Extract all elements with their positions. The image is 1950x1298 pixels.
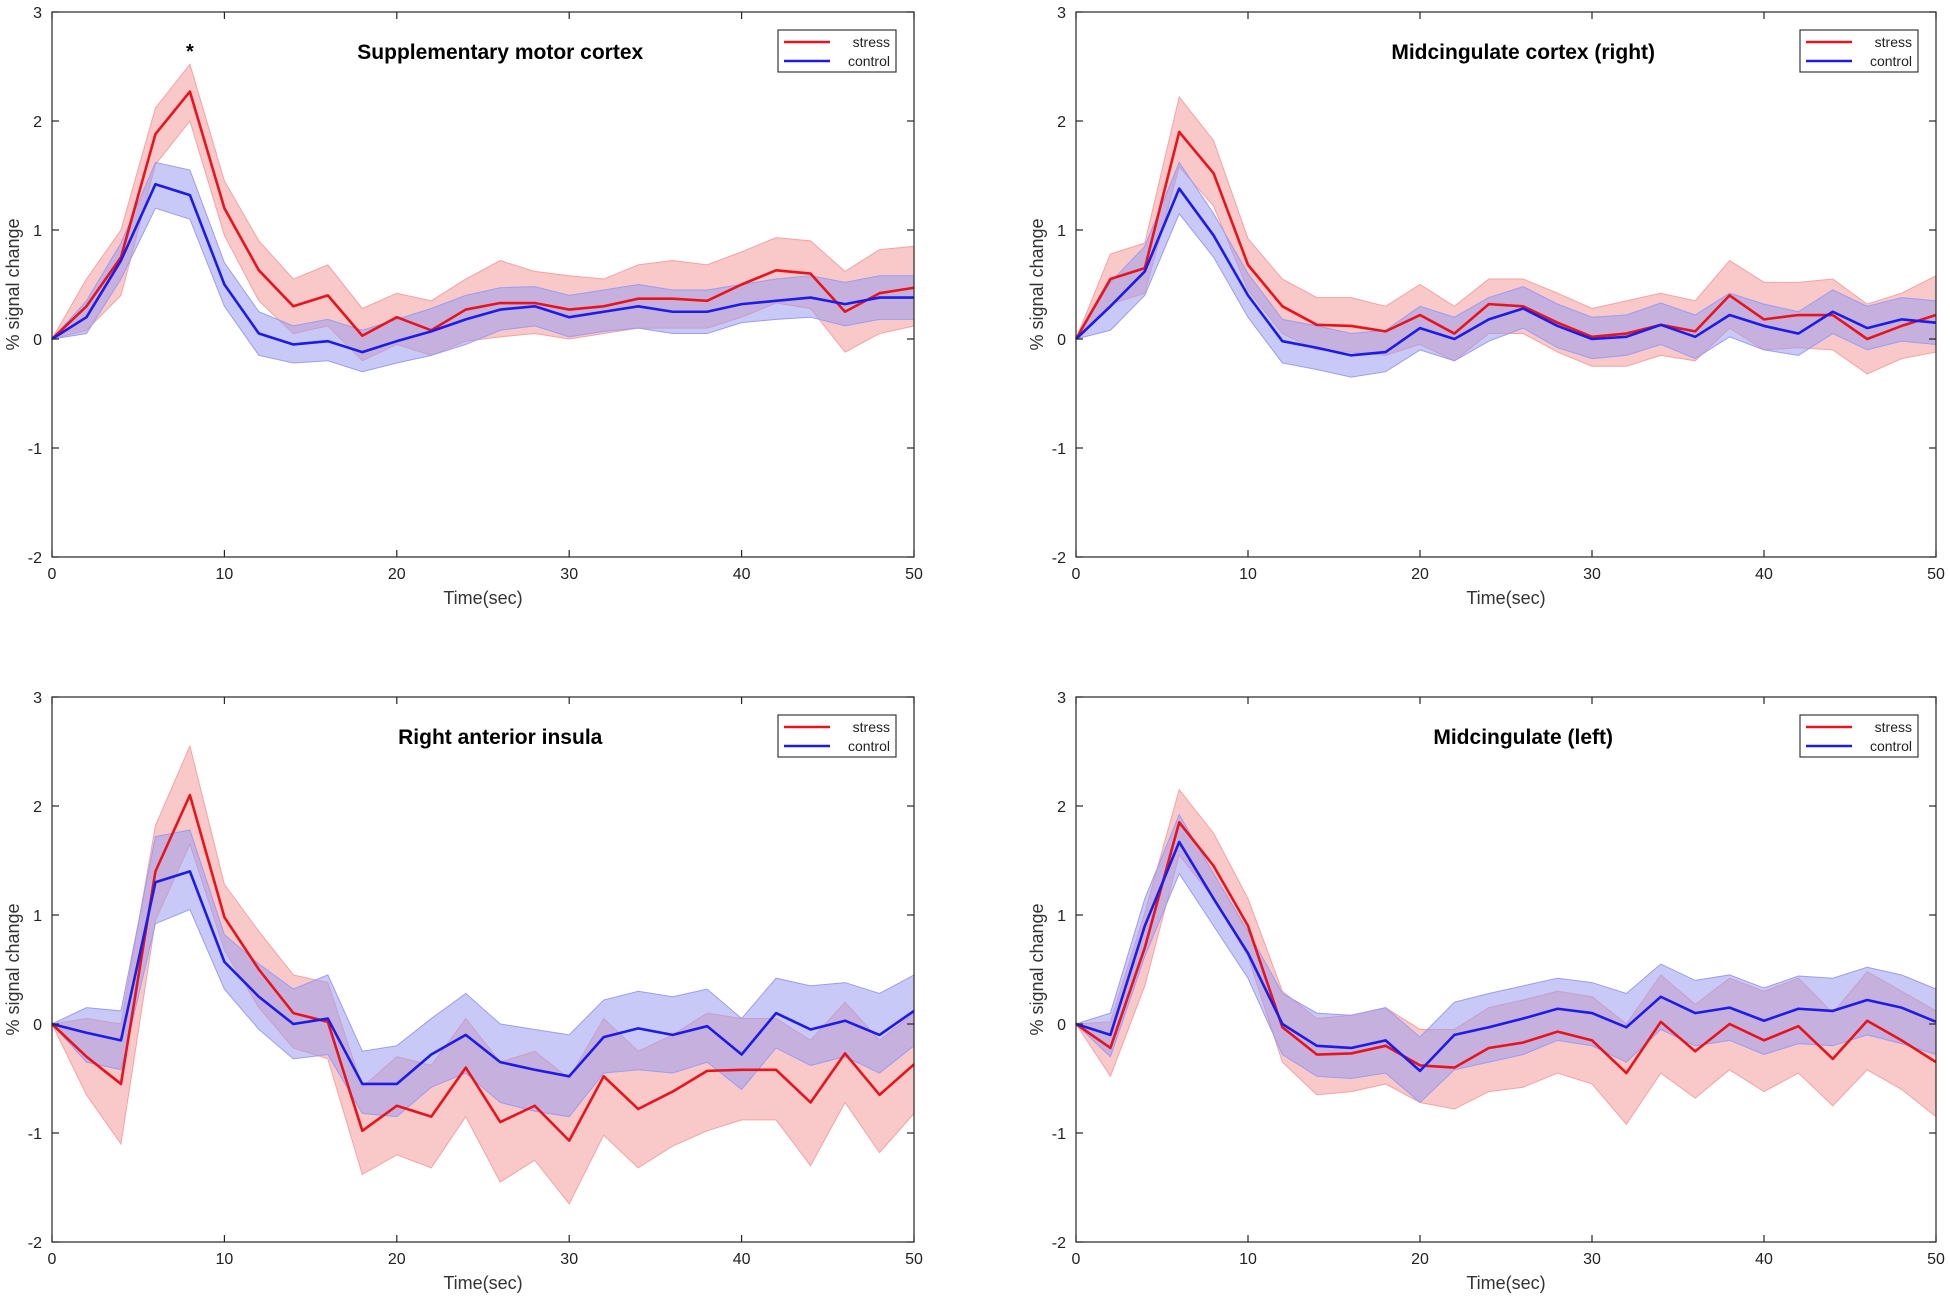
y-tick-label: -2 (28, 550, 42, 567)
x-tick-label: 10 (216, 566, 234, 583)
y-tick-label: 2 (1057, 114, 1066, 131)
x-tick-label: 40 (733, 1251, 751, 1268)
y-tick-label: 0 (1057, 332, 1066, 349)
x-tick-label: 40 (1755, 566, 1773, 583)
significance-marker: * (186, 41, 194, 63)
x-tick-label: 0 (1072, 566, 1081, 583)
chart-panel-4: 0 10 20 30 40 50 -2 -1 0 1 2 3 Time(sec) % signal cha… (1027, 690, 1945, 1293)
y-axis-label: % signal change (1027, 903, 1047, 1035)
y-tick-label: 0 (33, 332, 42, 349)
y-tick-label: -1 (1052, 441, 1066, 458)
legend-box (777, 714, 897, 758)
y-tick-label: 1 (33, 223, 42, 240)
chart-title: Right anterior insula (398, 726, 603, 749)
legend-box (777, 29, 897, 73)
axes-frame (1075, 11, 1937, 558)
y-tick-label: -1 (28, 441, 42, 458)
y-tick-label: 3 (33, 690, 42, 707)
y-tick-label: -1 (28, 1126, 42, 1143)
y-tick-label: 0 (33, 1017, 42, 1034)
y-tick-label: -2 (28, 1235, 42, 1252)
x-axis-label: Time(sec) (1466, 1273, 1545, 1293)
control-series-line (1075, 840, 1937, 1073)
x-tick-label: 20 (1411, 566, 1429, 583)
y-tick-label: -2 (1052, 550, 1066, 567)
axes-frame (51, 696, 915, 1243)
legend-label-stress: stress (853, 719, 890, 735)
y-tick-label: -1 (1052, 1126, 1066, 1143)
y-axis-label: % signal change (3, 903, 23, 1035)
legend-label-control: control (848, 738, 890, 754)
y-axis-label: % signal change (3, 218, 23, 350)
x-tick-label: 20 (1411, 1251, 1429, 1268)
y-axis-label: % signal change (1027, 218, 1047, 350)
legend: stress control (777, 714, 897, 758)
y-tick-label: 3 (1057, 690, 1066, 707)
x-tick-label: 10 (216, 1251, 234, 1268)
control-series-line (51, 870, 915, 1086)
x-tick-label: 0 (48, 566, 57, 583)
x-tick-label: 50 (905, 566, 923, 583)
x-tick-label: 20 (388, 1251, 406, 1268)
y-tick-label: 2 (33, 799, 42, 816)
legend-box (1799, 29, 1919, 73)
chart-panel-2: 0 10 20 30 40 50 -2 -1 0 1 2 3 Time(sec) % signal cha… (1027, 5, 1945, 608)
legend-box (1799, 714, 1919, 758)
y-tick-label: 3 (1057, 5, 1066, 22)
legend-label-stress: stress (1875, 719, 1912, 735)
legend: stress control (1799, 29, 1919, 73)
axes-frame (51, 11, 915, 558)
x-tick-label: 10 (1239, 566, 1257, 583)
legend: stress control (777, 29, 897, 73)
legend-label-stress: stress (853, 34, 890, 50)
plot-area (1076, 697, 1936, 1242)
x-tick-label: 30 (560, 1251, 578, 1268)
y-tick-label: 3 (33, 5, 42, 22)
y-tick-label: 2 (33, 114, 42, 131)
x-tick-label: 0 (1072, 1251, 1081, 1268)
x-tick-label: 40 (733, 566, 751, 583)
y-tick-label: 2 (1057, 799, 1066, 816)
x-axis-label: Time(sec) (443, 1273, 522, 1293)
stress-series-line (51, 90, 915, 340)
x-tick-label: 10 (1239, 1251, 1257, 1268)
legend-label-stress: stress (1875, 34, 1912, 50)
x-tick-label: 30 (1583, 1251, 1601, 1268)
y-tick-label: 1 (33, 908, 42, 925)
x-tick-label: 50 (1927, 566, 1945, 583)
x-axis-label: Time(sec) (1466, 588, 1545, 608)
y-tick-label: 1 (1057, 908, 1066, 925)
x-axis-label: Time(sec) (443, 588, 522, 608)
legend-label-control: control (1870, 53, 1912, 69)
y-tick-label: 1 (1057, 223, 1066, 240)
stress-series-line (1075, 821, 1937, 1075)
chart-title: Supplementary motor cortex (357, 41, 643, 64)
x-tick-label: 30 (1583, 566, 1601, 583)
chart-panel-1: 0 10 20 30 40 50 -2 -1 0 1 2 3 Time(sec) % signal cha… (3, 5, 923, 608)
x-tick-label: 40 (1755, 1251, 1773, 1268)
x-tick-label: 20 (388, 566, 406, 583)
legend-label-control: control (848, 53, 890, 69)
legend-label-control: control (1870, 738, 1912, 754)
stress-series-line (1074, 130, 1937, 341)
legend: stress control (1799, 714, 1919, 758)
stress-series-line (51, 793, 915, 1142)
x-tick-label: 30 (560, 566, 578, 583)
x-tick-label: 50 (1927, 1251, 1945, 1268)
chart-panel-3: 0 10 20 30 40 50 -2 -1 0 1 2 3 Time(sec) % signal cha… (3, 690, 923, 1293)
x-tick-label: 0 (48, 1251, 57, 1268)
chart-title: Midcingulate (left) (1433, 726, 1613, 749)
control-series-line (1075, 187, 1937, 357)
control-series-line (51, 182, 914, 354)
axes-frame (1075, 696, 1937, 1243)
x-tick-label: 50 (905, 1251, 923, 1268)
y-tick-label: -2 (1052, 1235, 1066, 1252)
chart-title: Midcingulate cortex (right) (1391, 41, 1655, 64)
y-tick-label: 0 (1057, 1017, 1066, 1034)
